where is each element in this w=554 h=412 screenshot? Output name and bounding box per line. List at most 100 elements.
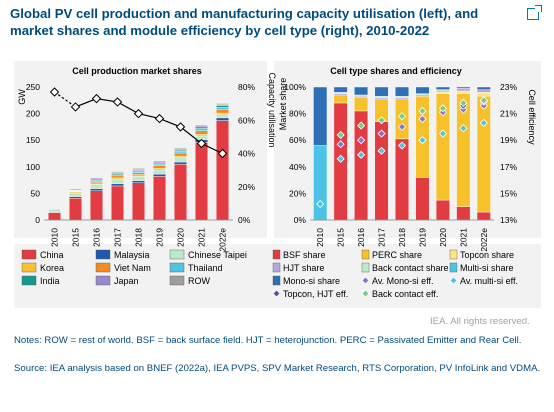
left-bar-segment-korea [131, 174, 145, 177]
right-bar-segment-topcon-share [476, 92, 491, 97]
right-y2-tick-label: 23% [500, 82, 517, 92]
left-bar-segment-row [131, 168, 145, 170]
right-bar-segment-mono-si-share [395, 86, 409, 97]
efficiency-marker-av-mono-si-eff- [377, 129, 386, 138]
legend-swatch-back-contact-eff- [361, 289, 370, 298]
efficiency-marker-av-multi-si-eff- [316, 199, 325, 209]
figure-title: Global PV cell production and manufactur… [10, 6, 479, 38]
right-bar-segment-mono-si-share [456, 86, 471, 89]
right-x-tick-label: 2017 [377, 228, 387, 247]
left-bar-segment-row [215, 103, 229, 105]
right-x-tick-label: 2020 [438, 228, 448, 247]
legend-label: HJT share [283, 263, 324, 273]
left-bar-segment-china [152, 176, 166, 221]
right-x-tick-label: 2018 [397, 228, 407, 247]
left-bar-segment-malaysia [173, 161, 187, 165]
right-y-tick-label: 60% [289, 135, 306, 145]
left-bar-segment-chinese-taipei [68, 192, 82, 197]
legend-swatch-back-contact-share [361, 262, 370, 273]
legend-label: Back contact eff. [372, 289, 438, 299]
left-y2-tick-label: 60% [238, 115, 255, 125]
notes-text: Notes: ROW = rest of world. BSF = back s… [14, 335, 522, 346]
legend-label: Malaysia [114, 250, 150, 260]
right-y-tick-label: 20% [289, 188, 306, 198]
utilisation-point [112, 97, 123, 107]
left-bar-segment-row [89, 177, 103, 179]
legend-label: Topcon, HJT eff. [283, 289, 348, 299]
left-y-tick-label: 150 [26, 135, 40, 145]
right-bar-segment-bsf-share [435, 199, 450, 221]
source-text: Source: IEA analysis based on BNEF (2022… [14, 363, 541, 374]
efficiency-marker-back-contact-eff- [418, 106, 427, 116]
left-bar-segment-viet-nam [194, 130, 208, 135]
left-y-tick-label: 100 [26, 162, 40, 172]
right-y2-tick-label: 13% [500, 215, 517, 225]
left-bar-segment-viet-nam [173, 152, 187, 157]
legend-swatch-topcon-hjt-eff- [272, 289, 281, 298]
left-bar-segment-malaysia [215, 117, 229, 121]
right-bar-segment-mono-si-share [333, 86, 348, 93]
left-y2-tick-label: 0% [238, 215, 251, 225]
right-bar-segment-topcon-share [456, 90, 471, 94]
left-bar-segment-viet-nam [89, 180, 103, 183]
left-bar-segment-china [173, 163, 187, 221]
efficiency-marker-back-contact-eff- [397, 112, 407, 121]
utilisation-point [175, 122, 186, 132]
utilisation-point [217, 148, 228, 159]
left-bar-segment-china [89, 190, 103, 221]
legend-swatch-viet-nam [95, 262, 111, 273]
left-bar-segment-row [173, 147, 187, 150]
legend-label: India [40, 276, 60, 286]
efficiency-marker-av-mono-si-eff- [336, 140, 345, 149]
left-bar-segment-row [152, 160, 166, 163]
left-bar-segment-malaysia [131, 180, 145, 183]
right-y-axis-label: Market share [278, 78, 288, 131]
left-y2-axis-label: Capacity utilisation [267, 72, 277, 147]
left-bar-segment-india [194, 126, 208, 129]
left-y-tick-label: 50 [31, 188, 41, 198]
efficiency-marker-av-multi-si-eff- [377, 146, 386, 155]
left-bar-segment-china [215, 120, 229, 221]
left-bar-segment-korea [215, 112, 229, 115]
utilisation-point [154, 113, 165, 124]
right-bar-segment-perc-share [354, 97, 369, 112]
legend-label: Thailand [188, 263, 223, 273]
utilisation-point [49, 87, 60, 97]
left-bar-segment-malaysia [110, 183, 124, 187]
right-x-tick-label: 2021 [458, 228, 468, 247]
right-bar-segment-hjt-share [476, 89, 491, 93]
left-bar-segment-korea [110, 177, 124, 180]
legend-label: Korea [40, 263, 64, 273]
legend-label: PERC share [372, 250, 422, 260]
credit-text: IEA. All rights reserved. [430, 316, 530, 327]
left-bar-segment-chinese-taipei [215, 114, 229, 119]
legend-label: Av. multi-si eff. [460, 276, 518, 286]
left-y2-tick-label: 80% [238, 82, 255, 92]
left-bar-segment-malaysia [152, 174, 166, 177]
left-bar-segment-korea [194, 134, 208, 137]
left-bar-segment-viet-nam [215, 109, 229, 114]
left-bar-segment-thailand [194, 128, 208, 131]
right-y2-tick-label: 21% [500, 109, 517, 119]
right-x-tick-label: 2022e [479, 228, 489, 252]
legend-swatch-multi-si-share [449, 262, 458, 273]
right-bar-segment-perc-share [333, 94, 348, 104]
right-bar-segment-mono-si-share [313, 86, 328, 146]
right-bar-segment-bsf-share [395, 138, 409, 221]
left-x-tick-label: 2020 [176, 228, 186, 247]
efficiency-marker-av-mono-si-eff- [397, 122, 407, 131]
left-bar-segment-chinese-taipei [131, 176, 145, 181]
efficiency-marker-back-contact-eff- [336, 130, 345, 139]
legend-swatch-av-multi-si-eff- [449, 276, 458, 285]
right-bar-segment-mono-si-share [435, 86, 450, 90]
right-bar-segment-multi-si-share [313, 145, 328, 221]
right-y2-tick-label: 15% [500, 188, 517, 198]
efficiency-marker-av-mono-si-eff- [418, 114, 427, 123]
legend-swatch-malaysia [95, 249, 111, 260]
right-bar-segment-hjt-share [456, 88, 471, 92]
external-link-icon[interactable] [527, 5, 542, 20]
left-bar-segment-thailand [173, 151, 187, 154]
legend-swatch-thailand [169, 262, 185, 273]
legend-swatch-mono-si-share [272, 275, 281, 286]
legend-label: China [40, 250, 64, 260]
